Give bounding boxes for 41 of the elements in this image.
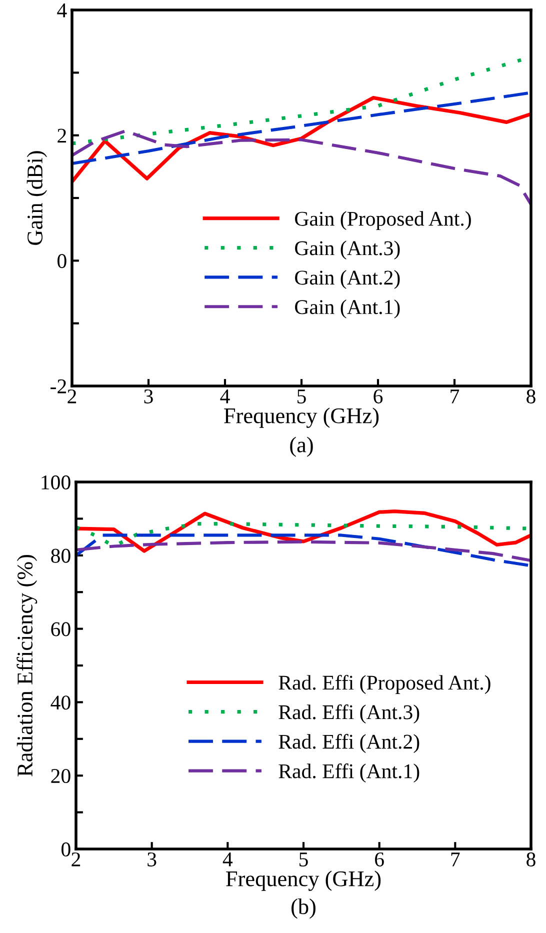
x-tick-label: 4 <box>220 390 230 404</box>
x-tick-label: 7 <box>451 852 460 866</box>
y-tick-label: 20 <box>51 768 70 784</box>
y-tick-label: 0 <box>62 842 70 856</box>
y-tick-label: 2 <box>58 128 66 143</box>
y-tick-label: 100 <box>42 475 70 490</box>
x-tick-label: 8 <box>526 852 536 866</box>
x-tick-label: 3 <box>148 852 156 866</box>
line-series <box>72 91 531 166</box>
y-axis-title: Radiation Efficiency (%) <box>16 554 38 776</box>
line-series <box>72 129 531 206</box>
x-axis-title: Frequency (GHz) <box>224 408 379 428</box>
y-axis-title: Gain (dBi) <box>26 151 48 245</box>
y-tick-label: 40 <box>50 696 70 710</box>
legend-label: Rad. Effi (Ant.2) <box>278 734 420 754</box>
line-series <box>76 534 531 568</box>
legend-label: Gain (Proposed Ant.) <box>295 211 471 230</box>
line-series <box>76 540 531 562</box>
y-tick-label: 60 <box>51 622 70 636</box>
y-tick-label: 0 <box>58 254 66 268</box>
x-tick-label: 7 <box>450 390 460 404</box>
y-tick-label: 4 <box>57 4 67 18</box>
x-axis-title: Frequency (GHz) <box>226 870 381 891</box>
x-tick-label: 5 <box>298 390 306 404</box>
x-tick-label: 8 <box>526 389 536 404</box>
legend-label: Rad. Effi (Ant.3) <box>278 704 420 724</box>
text: (b) <box>292 898 316 919</box>
legend-label: Gain (Ant.3) <box>295 240 400 260</box>
x-tick-label: 4 <box>222 852 233 866</box>
legend-label: Rad. Effi (Proposed Ant.) <box>278 674 490 694</box>
x-tick-label: 2 <box>72 852 80 866</box>
x-tick-label: 5 <box>300 852 308 866</box>
x-tick-label: 6 <box>374 389 383 404</box>
legend-label: Rad. Effi (Ant.1) <box>278 763 420 783</box>
text: (a) <box>290 436 313 457</box>
y-tick-label: -2 <box>50 379 66 394</box>
legend-label: Gain (Ant.1) <box>295 299 400 318</box>
y-tick-label: 80 <box>51 548 70 563</box>
x-tick-label: 3 <box>144 389 153 404</box>
legend-label: Gain (Ant.2) <box>295 270 400 289</box>
x-tick-label: 6 <box>375 852 384 866</box>
